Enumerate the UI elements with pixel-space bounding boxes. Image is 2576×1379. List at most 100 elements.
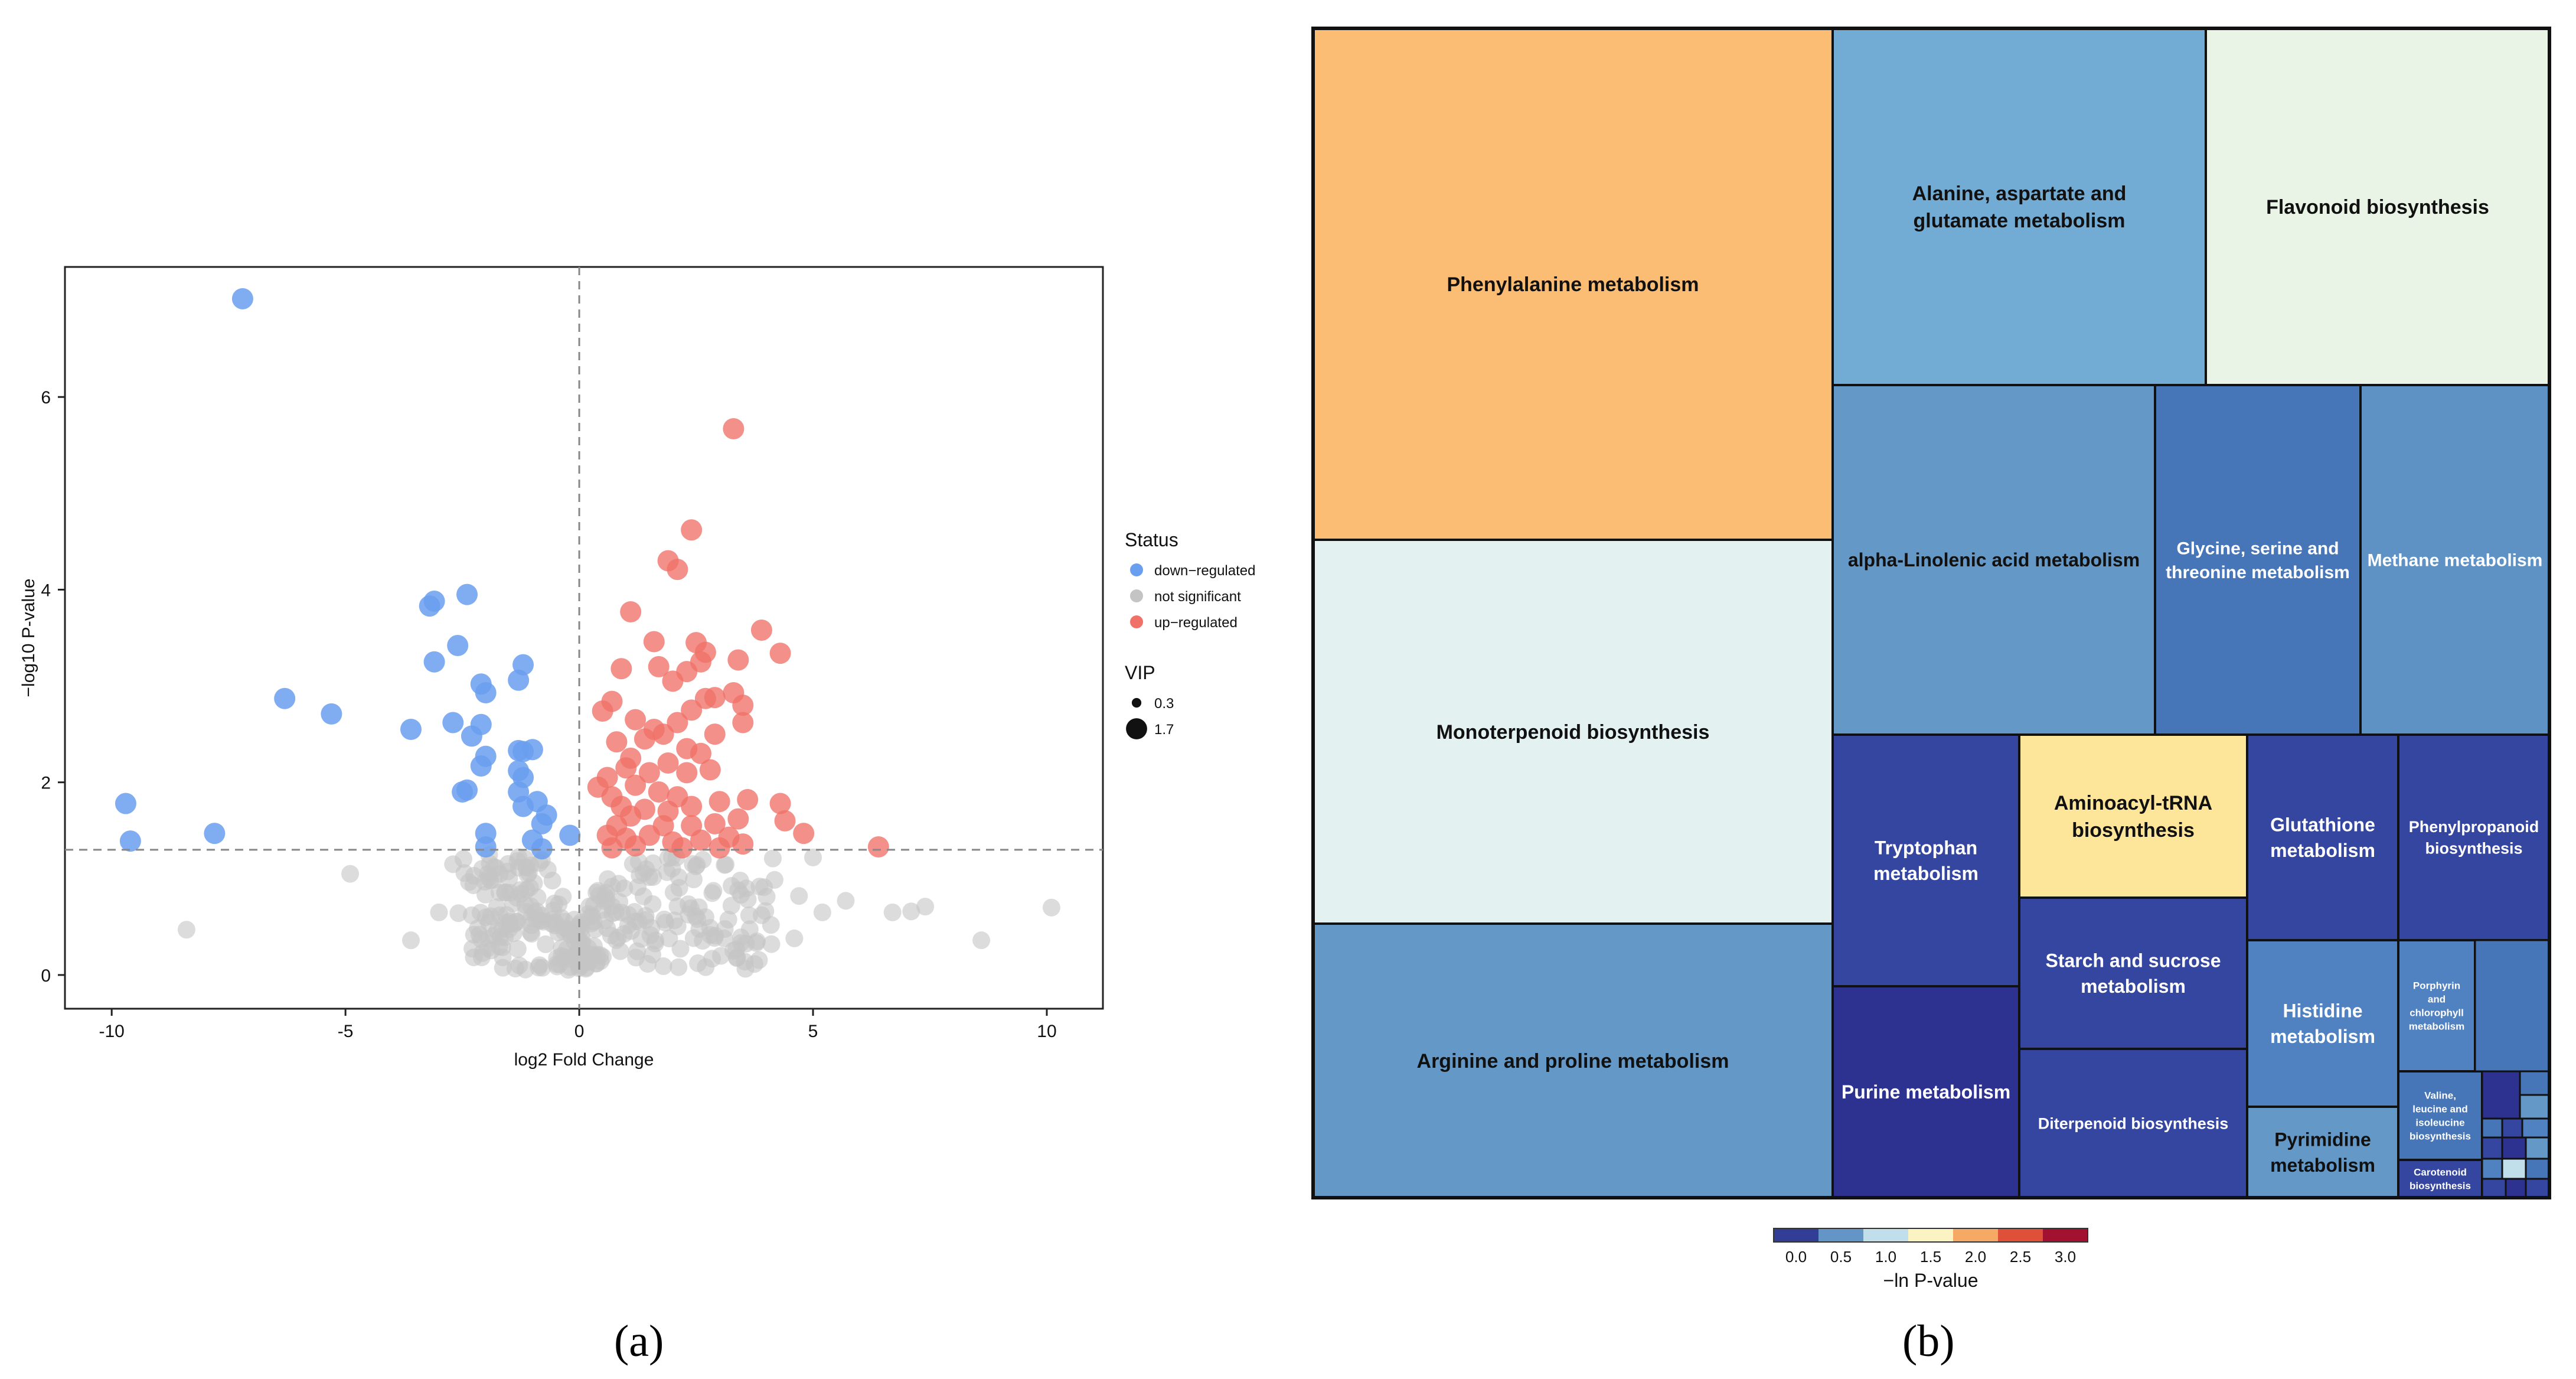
- treemap-tile-label: Porphyrin: [2413, 980, 2460, 992]
- treemap-tile: [2397, 1070, 2483, 1161]
- treemap-minor-tile: [2474, 939, 2551, 1072]
- x-tick-label: 0: [574, 1022, 585, 1041]
- treemap-tile-label: Phenylpropanoid: [2409, 818, 2539, 836]
- data-point-up-regulated: [723, 418, 745, 440]
- data-point-not-significant: [689, 954, 707, 972]
- y-tick-label: 6: [41, 388, 51, 407]
- data-point-down-regulated: [456, 583, 478, 605]
- data-point-not-significant: [740, 920, 759, 938]
- data-point-up-regulated: [676, 762, 698, 784]
- data-point-down-regulated: [400, 718, 422, 740]
- colorbar-tick-label: 1.0: [1875, 1248, 1896, 1266]
- treemap-tile-label: biosynthesis: [2072, 819, 2195, 842]
- treemap-minor-tile: [2481, 1158, 2503, 1180]
- data-point-up-regulated: [648, 656, 670, 677]
- data-point-up-regulated: [625, 774, 647, 796]
- data-point-not-significant: [670, 958, 688, 976]
- data-point-up-regulated: [704, 723, 726, 745]
- data-point-up-regulated: [615, 757, 637, 779]
- data-point-down-regulated: [447, 635, 469, 657]
- x-tick-label: -5: [338, 1022, 354, 1041]
- treemap-tile-label: chlorophyll: [2410, 1007, 2464, 1018]
- data-point-up-regulated: [769, 793, 791, 814]
- data-point-not-significant: [737, 934, 755, 953]
- treemap-border: [1311, 27, 2551, 1199]
- treemap-tile-label: Diterpenoid biosynthesis: [2038, 1114, 2229, 1132]
- data-point-not-significant: [739, 891, 757, 909]
- data-point-down-regulated: [475, 836, 497, 858]
- colorbar-title: −ln P-value: [1883, 1270, 1978, 1291]
- legend-status-label: down−regulated: [1154, 563, 1255, 579]
- data-point-not-significant: [517, 960, 535, 979]
- data-point-down-regulated: [204, 823, 226, 845]
- volcano-plot: -10 -5 0 5 10 0 2 4 6 log2 Fold Change −log10 P-va…: [19, 266, 1255, 1070]
- data-point-not-significant: [736, 960, 755, 978]
- data-point-not-significant: [572, 934, 590, 953]
- treemap-tile-label: alpha-Linolenic acid metabolism: [1848, 549, 2140, 570]
- data-point-not-significant: [455, 864, 474, 882]
- treemap-minor-tile: [2481, 1136, 2503, 1160]
- data-point-up-regulated: [727, 808, 749, 830]
- data-point-up-regulated: [727, 649, 749, 671]
- data-point-not-significant: [464, 876, 482, 894]
- data-point-not-significant: [722, 896, 740, 915]
- treemap-tile-label: biosynthesis: [2410, 1130, 2471, 1142]
- data-point-down-regulated: [508, 669, 530, 691]
- data-point-not-significant: [684, 871, 703, 889]
- treemap-tile-label: metabolism: [2409, 1021, 2464, 1032]
- colorbar-bin: [1908, 1228, 1953, 1242]
- data-point-up-regulated: [681, 519, 703, 541]
- data-point-down-regulated: [559, 824, 581, 846]
- data-point-not-significant: [690, 898, 708, 917]
- data-point-up-regulated: [652, 723, 674, 745]
- data-point-not-significant: [472, 904, 490, 922]
- data-point-not-significant: [523, 925, 541, 943]
- data-point-not-significant: [521, 878, 539, 896]
- data-point-not-significant: [684, 929, 703, 947]
- data-point-not-significant: [756, 902, 775, 920]
- data-point-up-regulated: [634, 728, 655, 750]
- panel-b-label: (b): [1902, 1316, 1955, 1366]
- treemap-tile: [2018, 896, 2248, 1050]
- treemap-minor-tile: [2525, 1178, 2551, 1199]
- treemap-tile-label: Arginine and proline metabolism: [1417, 1050, 1729, 1072]
- data-point-down-regulated: [231, 288, 253, 309]
- colorbar-tick-label: 2.0: [1965, 1248, 1986, 1266]
- data-point-not-significant: [555, 948, 573, 966]
- x-tick-label: 5: [808, 1022, 818, 1041]
- treemap-tile-label: Phenylalanine metabolism: [1447, 273, 1699, 296]
- treemap-tile-label: leucine and: [2412, 1103, 2468, 1114]
- data-point-not-significant: [740, 906, 758, 924]
- colorbar-tick-label: 0.5: [1830, 1248, 1852, 1266]
- data-point-not-significant: [537, 935, 555, 953]
- colorbar-bin: [1863, 1228, 1908, 1242]
- data-point-up-regulated: [709, 837, 730, 859]
- treemap-tile-label: Histidine: [2283, 1000, 2362, 1022]
- data-point-down-regulated: [321, 703, 342, 725]
- data-point-not-significant: [465, 948, 483, 967]
- treemap-tile-label: Aminoacyl-tRNA: [2054, 792, 2212, 814]
- legend-status-swatch: [1130, 563, 1143, 576]
- data-point-not-significant: [704, 882, 723, 900]
- data-point-up-regulated: [610, 658, 632, 680]
- treemap-tile: [2397, 939, 2476, 1072]
- data-point-not-significant: [482, 941, 501, 960]
- treemap-minor-tile: [2481, 1178, 2507, 1199]
- x-tick-label: 10: [1037, 1022, 1056, 1041]
- legend-status-title: Status: [1125, 529, 1178, 550]
- colorbar-bin: [1998, 1228, 2043, 1242]
- treemap-tile: [2018, 733, 2248, 899]
- data-point-not-significant: [501, 912, 519, 931]
- data-point-not-significant: [804, 848, 822, 866]
- treemap-minor-tile: [2525, 1136, 2551, 1160]
- data-point-down-regulated: [115, 793, 136, 814]
- treemap-tile-label: metabolism: [2270, 1026, 2375, 1047]
- treemap-minor-tile: [2525, 1158, 2551, 1180]
- treemap-minor-tile: [2481, 1070, 2521, 1120]
- data-point-not-significant: [606, 903, 625, 921]
- data-point-up-regulated: [681, 796, 703, 817]
- data-point-up-regulated: [769, 643, 791, 664]
- treemap-tile-label: Valine,: [2424, 1090, 2456, 1101]
- data-point-not-significant: [402, 931, 420, 950]
